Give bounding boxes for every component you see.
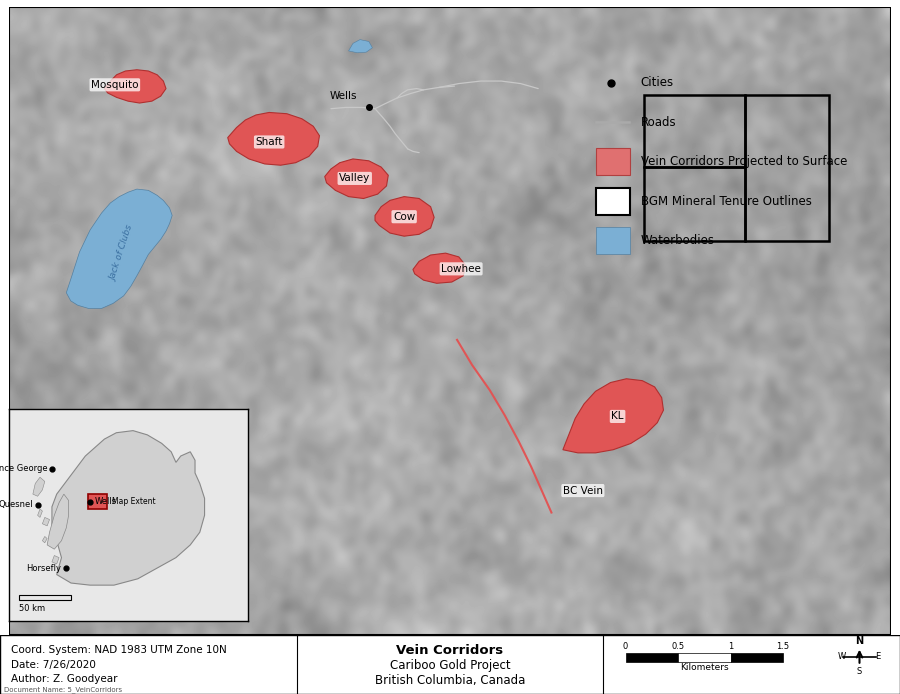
Text: Roads: Roads	[641, 116, 677, 128]
Text: Document Name: 5_VeinCorridors: Document Name: 5_VeinCorridors	[4, 686, 122, 693]
Text: Cow: Cow	[393, 212, 415, 221]
Text: KL: KL	[611, 412, 624, 421]
Text: Kilometers: Kilometers	[680, 663, 729, 672]
Polygon shape	[375, 196, 434, 236]
Bar	[626, 653, 678, 661]
Text: N: N	[855, 636, 864, 646]
Polygon shape	[348, 40, 373, 53]
Polygon shape	[413, 253, 466, 283]
Text: 0: 0	[623, 641, 628, 650]
Polygon shape	[562, 379, 663, 453]
Text: Date: 7/26/2020: Date: 7/26/2020	[11, 659, 95, 670]
Text: Shaft: Shaft	[256, 137, 283, 147]
Text: BC Vein: BC Vein	[562, 486, 603, 496]
Bar	[731, 653, 783, 661]
Text: Quesnel: Quesnel	[0, 500, 33, 509]
Text: Cities: Cities	[641, 76, 674, 89]
Polygon shape	[42, 536, 47, 543]
Text: S: S	[857, 667, 862, 676]
Bar	[87, 494, 107, 509]
Polygon shape	[228, 112, 320, 165]
Text: Valley: Valley	[339, 174, 371, 183]
Text: Coord. System: NAD 1983 UTM Zone 10N: Coord. System: NAD 1983 UTM Zone 10N	[11, 645, 227, 654]
Bar	[596, 188, 630, 215]
Bar	[596, 228, 630, 255]
Text: Horsefly: Horsefly	[26, 564, 61, 573]
Text: Map Extent: Map Extent	[112, 497, 155, 506]
Text: Cariboo Gold Project: Cariboo Gold Project	[390, 659, 510, 672]
Text: Wells: Wells	[330, 91, 357, 101]
Bar	[644, 95, 745, 167]
Text: Vein Corridors: Vein Corridors	[396, 645, 504, 657]
Text: 0.5: 0.5	[671, 641, 685, 650]
Text: 50 km: 50 km	[19, 604, 45, 613]
Text: E: E	[875, 652, 880, 661]
Text: Waterbodies: Waterbodies	[641, 235, 715, 247]
Text: Author: Z. Goodyear: Author: Z. Goodyear	[11, 675, 117, 684]
Bar	[644, 167, 745, 241]
Text: 1: 1	[728, 641, 733, 650]
Polygon shape	[52, 430, 204, 585]
Bar	[678, 653, 731, 661]
Text: 1.5: 1.5	[777, 641, 789, 650]
Bar	[596, 149, 630, 176]
Text: Vein Corridors Projected to Surface: Vein Corridors Projected to Surface	[641, 155, 847, 168]
Polygon shape	[52, 555, 59, 564]
Text: Lowhee: Lowhee	[441, 264, 482, 274]
Bar	[19, 595, 71, 600]
Text: Mosquito: Mosquito	[91, 80, 139, 90]
Polygon shape	[325, 159, 388, 198]
Text: Wells: Wells	[94, 497, 117, 506]
Polygon shape	[38, 509, 42, 518]
Text: Prince George: Prince George	[0, 464, 47, 473]
Text: BGM Mineral Tenure Outlines: BGM Mineral Tenure Outlines	[641, 195, 812, 208]
Polygon shape	[33, 477, 45, 496]
Text: British Columbia, Canada: British Columbia, Canada	[374, 674, 526, 687]
Text: Jack of Clubs: Jack of Clubs	[109, 224, 135, 282]
Text: W: W	[837, 652, 846, 661]
Bar	[745, 95, 829, 241]
Polygon shape	[47, 494, 68, 549]
Polygon shape	[67, 189, 172, 308]
Polygon shape	[104, 70, 166, 103]
Polygon shape	[42, 518, 50, 526]
